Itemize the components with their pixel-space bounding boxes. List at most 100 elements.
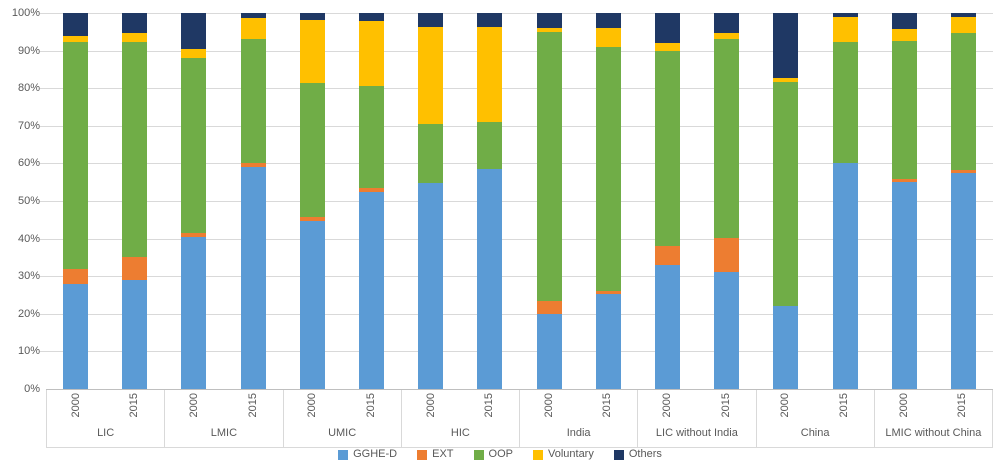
segment-OOP[interactable] [299,82,325,217]
segment-Voluntary[interactable] [181,48,207,59]
segment-EXT[interactable] [299,216,325,221]
segment-OOP[interactable] [950,32,976,170]
bar-LMIC without China-2000[interactable] [891,13,917,389]
bar-HIC-2000[interactable] [418,13,444,389]
segment-OOP[interactable] [477,122,503,170]
bar-China-2000[interactable] [773,13,799,389]
bar-LMIC-2000[interactable] [181,13,207,389]
segment-Others[interactable] [122,13,148,34]
segment-EXT[interactable] [536,300,562,314]
segment-Others[interactable] [299,13,325,21]
segment-Voluntary[interactable] [832,16,858,42]
segment-EXT[interactable] [654,246,680,265]
bar-HIC-2015[interactable] [477,13,503,389]
bar-LMIC-2015[interactable] [240,13,266,389]
segment-GGHE-D[interactable] [714,272,740,389]
legend-item-EXT[interactable]: EXT [417,449,454,460]
segment-GGHE-D[interactable] [891,182,917,389]
bar-UMIC-2000[interactable] [299,13,325,389]
bar-LIC-2015[interactable] [122,13,148,389]
segment-GGHE-D[interactable] [240,167,266,389]
legend-item-GGHE-D[interactable]: GGHE-D [338,449,397,460]
segment-GGHE-D[interactable] [359,191,385,389]
segment-GGHE-D[interactable] [477,169,503,389]
segment-OOP[interactable] [832,41,858,164]
segment-EXT[interactable] [181,232,207,237]
segment-OOP[interactable] [773,81,799,307]
segment-GGHE-D[interactable] [181,236,207,389]
bar-India-2015[interactable] [595,13,621,389]
segment-OOP[interactable] [63,41,89,269]
segment-GGHE-D[interactable] [122,279,148,389]
bar-LIC-2000[interactable] [63,13,89,389]
segment-EXT[interactable] [240,163,266,168]
segment-EXT[interactable] [63,268,89,284]
segment-Others[interactable] [240,13,266,18]
segment-Others[interactable] [418,13,444,27]
segment-GGHE-D[interactable] [536,313,562,389]
segment-EXT[interactable] [359,187,385,192]
segment-EXT[interactable] [122,257,148,280]
bar-India-2000[interactable] [536,13,562,389]
segment-GGHE-D[interactable] [595,294,621,389]
segment-Others[interactable] [595,13,621,29]
bar-China-2015[interactable] [832,13,858,389]
segment-Voluntary[interactable] [299,20,325,83]
segment-Others[interactable] [654,13,680,44]
segment-OOP[interactable] [891,41,917,180]
segment-Voluntary[interactable] [891,29,917,42]
segment-Others[interactable] [181,13,207,49]
segment-Others[interactable] [536,13,562,29]
bar-UMIC-2015[interactable] [359,13,385,389]
segment-OOP[interactable] [181,58,207,233]
segment-OOP[interactable] [714,39,740,238]
segment-GGHE-D[interactable] [299,220,325,389]
segment-Voluntary[interactable] [595,28,621,47]
bar-LIC without India-2015[interactable] [714,13,740,389]
segment-EXT[interactable] [595,291,621,295]
bar-LIC without India-2000[interactable] [654,13,680,389]
group-label: LIC without India [655,427,738,439]
segment-Voluntary[interactable] [773,78,799,82]
segment-Others[interactable] [714,13,740,33]
segment-GGHE-D[interactable] [773,306,799,389]
segment-Voluntary[interactable] [477,26,503,123]
segment-GGHE-D[interactable] [832,163,858,389]
legend-item-Voluntary[interactable]: Voluntary [532,449,594,460]
segment-OOP[interactable] [536,31,562,301]
segment-Others[interactable] [477,13,503,27]
segment-GGHE-D[interactable] [63,283,89,389]
segment-OOP[interactable] [122,41,148,258]
segment-OOP[interactable] [418,123,444,183]
segment-OOP[interactable] [654,50,680,247]
segment-Voluntary[interactable] [63,36,89,42]
segment-GGHE-D[interactable] [654,264,680,389]
segment-Voluntary[interactable] [122,33,148,42]
segment-EXT[interactable] [714,237,740,273]
segment-Others[interactable] [773,13,799,79]
legend-item-Others[interactable]: Others [613,449,662,460]
segment-EXT[interactable] [891,179,917,183]
bar-LMIC without China-2015[interactable] [950,13,976,389]
segment-Voluntary[interactable] [240,17,266,40]
legend-item-OOP[interactable]: OOP [473,449,513,460]
segment-Voluntary[interactable] [714,32,740,40]
segment-OOP[interactable] [359,85,385,188]
segment-EXT[interactable] [950,169,976,173]
segment-Others[interactable] [63,13,89,37]
segment-GGHE-D[interactable] [418,182,444,389]
segment-Voluntary[interactable] [359,20,385,86]
x-axis: 2000 2015 LIC 2000 2015 LMIC 2000 2015 UMIC 2000 2… [46,390,993,448]
segment-OOP[interactable] [595,46,621,292]
segment-GGHE-D[interactable] [950,172,976,389]
year-label: 2015 [719,393,732,418]
segment-Voluntary[interactable] [654,43,680,51]
segment-Voluntary[interactable] [950,16,976,33]
segment-Voluntary[interactable] [418,26,444,124]
segment-Voluntary[interactable] [536,28,562,32]
segment-Others[interactable] [359,13,385,21]
segment-Others[interactable] [832,13,858,17]
segment-Others[interactable] [891,13,917,30]
segment-OOP[interactable] [240,39,266,164]
segment-Others[interactable] [950,13,976,17]
